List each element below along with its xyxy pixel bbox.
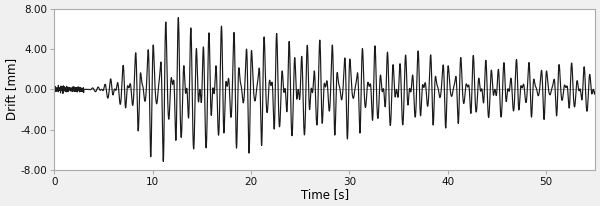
Y-axis label: Drift [mm]: Drift [mm]	[5, 58, 18, 120]
X-axis label: Time [s]: Time [s]	[301, 188, 349, 201]
